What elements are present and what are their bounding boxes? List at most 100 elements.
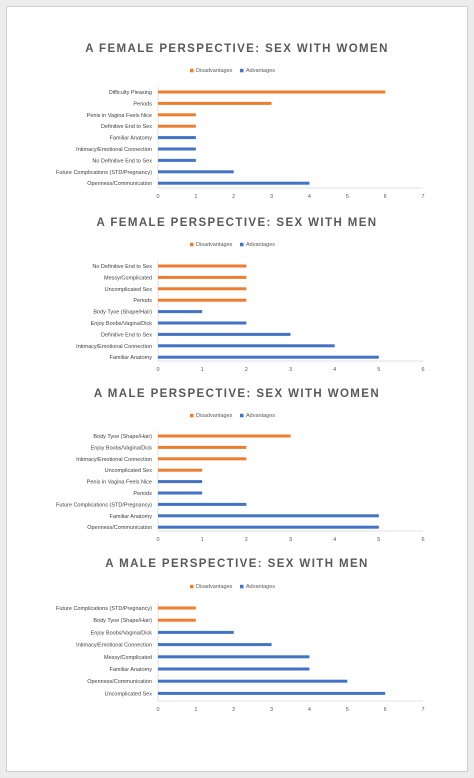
category-label: Familiar Anatomy xyxy=(110,667,153,673)
bar xyxy=(158,287,247,291)
category-label: Body Tyoe (Shape/Hair) xyxy=(93,434,152,440)
tick-label: 3 xyxy=(270,194,273,200)
category-label: Openness/Communication xyxy=(87,181,152,187)
bar xyxy=(158,332,291,336)
bar xyxy=(158,468,203,472)
tick-label: 3 xyxy=(289,537,292,543)
legend-swatch xyxy=(240,242,244,247)
legend-swatch xyxy=(240,413,244,418)
bar xyxy=(158,643,272,647)
chart-title: A FEMALE PERSPECTIVE: SEX WITH WOMEN xyxy=(85,43,389,55)
category-label: Periods xyxy=(133,298,152,304)
category-label: No Definitive End to Sex xyxy=(92,264,152,270)
bar xyxy=(158,491,203,495)
legend-label: Advantages xyxy=(246,68,275,74)
bar xyxy=(158,502,247,506)
tick-label: 4 xyxy=(308,194,311,200)
category-label: Definitive End to Sex xyxy=(101,332,152,338)
bar xyxy=(158,480,203,484)
tick-label: 1 xyxy=(194,707,197,713)
tick-label: 2 xyxy=(245,537,248,543)
tick-label: 6 xyxy=(421,537,424,543)
tick-label: 0 xyxy=(156,707,159,713)
category-label: Uncomplicated Sex xyxy=(105,287,153,293)
legend-swatch xyxy=(240,68,244,73)
category-label: Familiar Anatomy xyxy=(110,514,153,520)
bar xyxy=(158,344,335,348)
category-label: Body Tyoe (Shape/Hair) xyxy=(93,310,152,316)
tick-label: 0 xyxy=(156,194,159,200)
legend-swatch xyxy=(240,584,244,589)
tick-label: 1 xyxy=(194,194,197,200)
legend-label: Disadvantages xyxy=(196,413,233,419)
tick-label: 2 xyxy=(245,367,248,373)
legend-label: Advantages xyxy=(246,242,275,248)
tick-label: 2 xyxy=(232,707,235,713)
category-label: Difficulty Pleasing xyxy=(109,90,152,96)
bar xyxy=(158,655,310,659)
tick-label: 3 xyxy=(289,367,292,373)
bar xyxy=(158,679,348,683)
category-label: Definitive End to Sex xyxy=(101,124,152,130)
bar xyxy=(158,90,386,94)
category-label: Intimacy/Emotional Connection xyxy=(76,344,152,350)
category-label: Openness/Communication xyxy=(87,525,152,531)
legend-label: Disadvantages xyxy=(196,584,233,590)
category-label: Messy/Complicated xyxy=(104,275,152,281)
legend-label: Disadvantages xyxy=(196,242,233,248)
bar xyxy=(158,321,247,325)
category-label: Intimacy/Emotional Connection xyxy=(76,643,152,649)
bar xyxy=(158,113,196,117)
tick-label: 6 xyxy=(421,367,424,373)
chart-title: A MALE PERSPECTIVE: SEX WITH WOMEN xyxy=(94,388,380,400)
bar xyxy=(158,136,196,140)
tick-label: 7 xyxy=(421,707,424,713)
bar xyxy=(158,606,196,610)
tick-label: 5 xyxy=(377,367,380,373)
tick-label: 7 xyxy=(421,194,424,200)
tick-label: 0 xyxy=(156,537,159,543)
chart-title: A MALE PERSPECTIVE: SEX WITH MEN xyxy=(105,558,369,570)
category-label: Enjoy Boobs/Vagina/Dick xyxy=(91,630,153,636)
bar xyxy=(158,514,379,518)
tick-label: 1 xyxy=(201,367,204,373)
tick-label: 2 xyxy=(232,194,235,200)
legend-label: Disadvantages xyxy=(196,68,233,74)
bar xyxy=(158,124,196,128)
category-label: No Definitive End to Sex xyxy=(92,158,152,164)
tick-label: 1 xyxy=(201,537,204,543)
chart-title: A FEMALE PERSPECTIVE: SEX WITH MEN xyxy=(96,217,377,229)
bar xyxy=(158,310,203,314)
tick-label: 6 xyxy=(384,194,387,200)
tick-label: 4 xyxy=(308,707,311,713)
bar xyxy=(158,101,272,105)
legend-label: Advantages xyxy=(246,584,275,590)
legend-swatch xyxy=(190,413,194,418)
bar xyxy=(158,434,291,438)
category-label: Periods xyxy=(133,491,152,497)
bar xyxy=(158,691,386,695)
legend-swatch xyxy=(190,242,194,247)
category-label: Intimacy/Emotional Connection xyxy=(76,147,152,153)
bar xyxy=(158,275,247,279)
category-label: Future Complications (STD/Pregnancy) xyxy=(56,502,152,508)
category-label: Enjoy Boobs/Vagina/Dick xyxy=(91,445,153,451)
bar xyxy=(158,630,234,634)
category-label: Openness/Communication xyxy=(87,679,152,685)
tick-label: 4 xyxy=(333,537,336,543)
bar xyxy=(158,355,379,359)
tick-label: 0 xyxy=(156,367,159,373)
bar xyxy=(158,170,234,174)
bar xyxy=(158,181,310,185)
legend-label: Advantages xyxy=(246,413,275,419)
tick-label: 5 xyxy=(346,194,349,200)
category-label: Periods xyxy=(133,101,152,107)
bar xyxy=(158,667,310,671)
tick-label: 5 xyxy=(377,537,380,543)
bar xyxy=(158,445,247,449)
tick-label: 4 xyxy=(333,367,336,373)
category-label: Messy/Complicated xyxy=(104,655,152,661)
legend-swatch xyxy=(190,68,194,73)
bar xyxy=(158,147,196,151)
